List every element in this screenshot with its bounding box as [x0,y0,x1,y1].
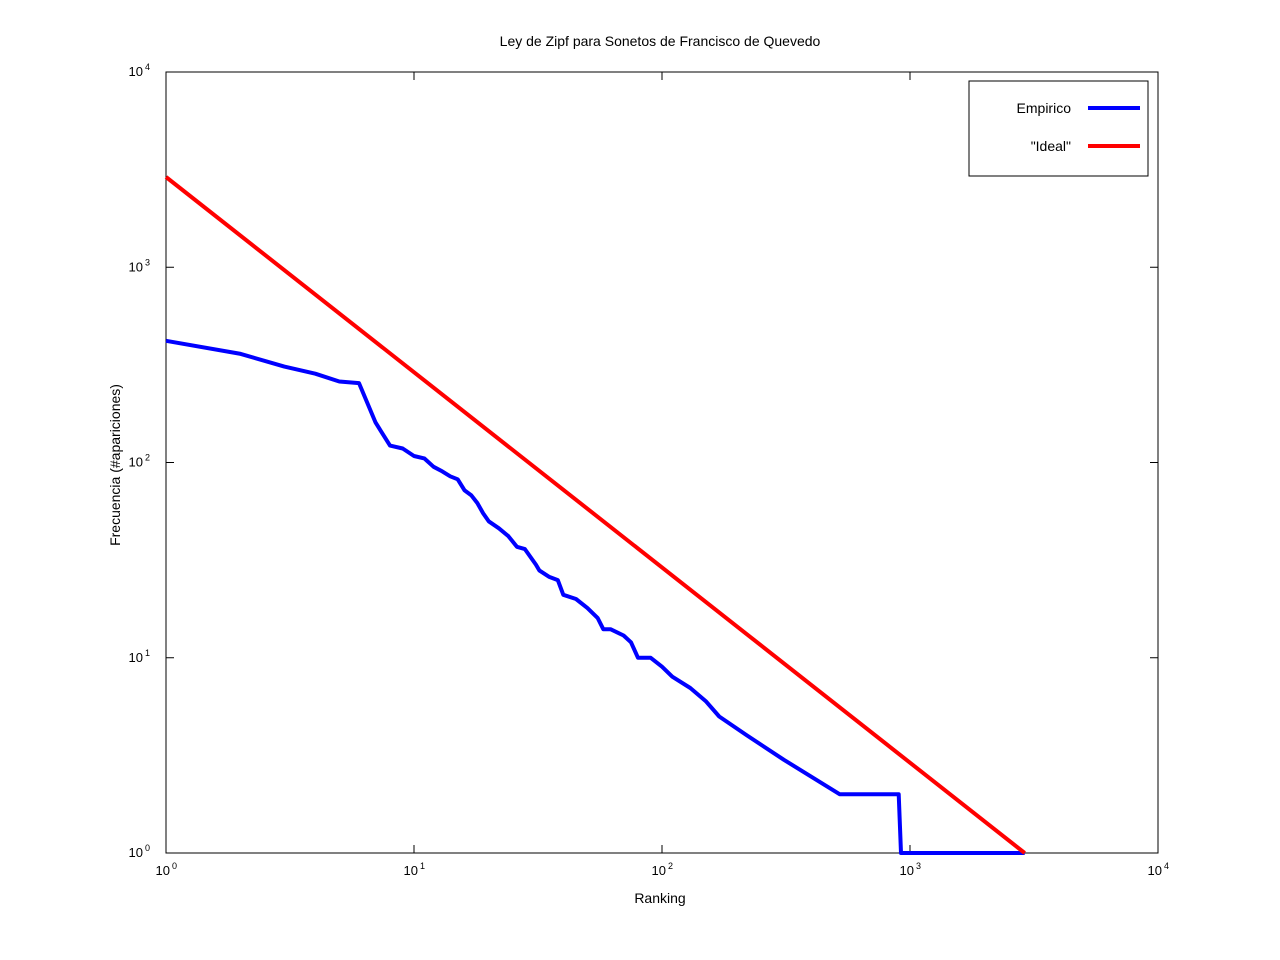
y-tick-exponent: 3 [145,257,150,267]
y-tick-exponent: 1 [145,648,150,658]
y-tick-exponent: 4 [145,62,150,72]
x-tick-exponent: 0 [172,861,177,871]
legend-label-empirico: Empirico [1017,100,1072,116]
y-tick-label: 10 [129,259,143,274]
x-axis-label: Ranking [634,890,685,906]
y-tick-exponent: 2 [145,453,150,463]
series-line-ideal [164,175,1026,855]
y-tick-label: 10 [129,650,143,665]
x-tick-label: 10 [1148,863,1162,878]
x-tick-exponent: 3 [916,861,921,871]
x-tick-exponent: 4 [1164,861,1169,871]
axis-ticks [166,72,1158,853]
legend-box [968,80,1149,177]
y-tick-label: 10 [129,64,143,79]
y-axis-label: Frecuencia (#apariciones) [107,384,123,546]
x-tick-label: 10 [900,863,914,878]
legend: Empirico "Ideal" [968,80,1149,177]
x-tick-exponent: 2 [668,861,673,871]
x-tick-label: 10 [156,863,170,878]
x-tick-exponent: 1 [420,861,425,871]
plot-area [165,71,1159,854]
series-lines [164,175,1026,855]
series-line-empirico [165,338,1025,855]
chart-title: Ley de Zipf para Sonetos de Francisco de… [500,33,821,49]
y-tick-label: 10 [129,845,143,860]
x-tick-label: 10 [652,863,666,878]
x-tick-labels: 10 0 10 1 10 2 10 3 10 4 [156,861,1169,878]
y-tick-exponent: 0 [145,843,150,853]
legend-label-ideal: "Ideal" [1031,138,1071,154]
y-tick-label: 10 [129,455,143,470]
x-tick-label: 10 [404,863,418,878]
